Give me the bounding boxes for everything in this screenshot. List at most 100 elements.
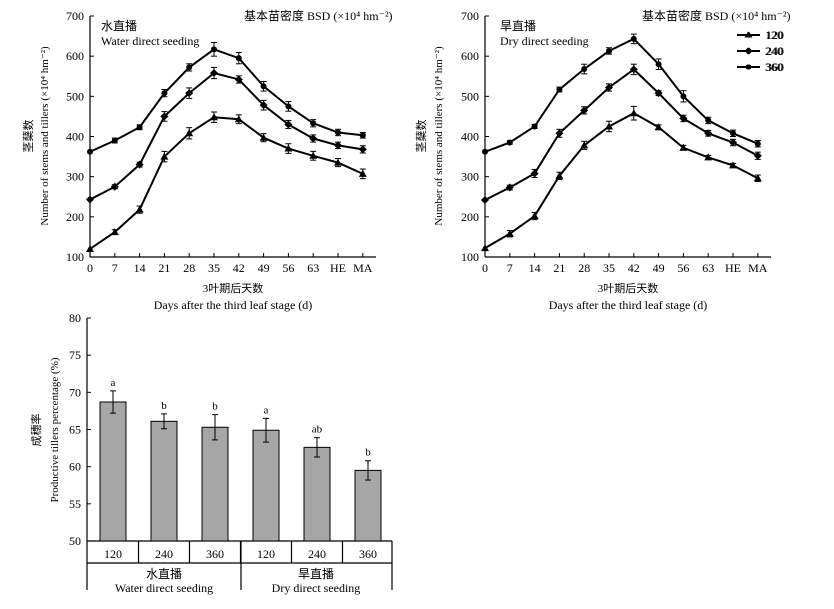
marker-circle <box>310 120 317 127</box>
marker-diamond <box>210 69 218 78</box>
marker-circle <box>680 93 687 100</box>
marker-triangle <box>530 212 539 220</box>
bar <box>201 426 229 542</box>
y-tick-label: 100 <box>66 250 84 264</box>
x-tick-label: HE <box>330 261 346 275</box>
legend-title: 基本苗密度 BSD (×10⁴ hm⁻²) <box>244 8 393 23</box>
legend-title: 基本苗密度 BSD (×10⁴ hm⁻²) <box>642 8 791 23</box>
marker-circle <box>482 148 488 155</box>
marker-triangle <box>284 144 293 152</box>
x-tick-label: 120 <box>257 547 275 561</box>
x-tick-label: 360 <box>206 547 224 561</box>
marker-triangle <box>605 122 613 130</box>
y-axis-label-cn: 成穗率 <box>29 414 43 447</box>
marker-circle <box>556 86 563 93</box>
marker-circle <box>285 103 292 110</box>
series-line-120 <box>484 112 759 250</box>
legend-label: 360 <box>766 60 784 74</box>
x-tick-label: 42 <box>233 261 245 275</box>
x-tick-label: 56 <box>677 261 689 275</box>
y-tick-label: 700 <box>66 9 84 23</box>
marker-diamond <box>160 112 169 121</box>
x-tick-label: 14 <box>529 261 541 275</box>
marker-triangle <box>309 151 318 159</box>
x-tick-label: MA <box>353 261 373 275</box>
marker-circle <box>235 55 242 62</box>
marker-circle <box>211 46 217 53</box>
legend-label: 360 <box>765 60 783 74</box>
x-tick-label: 28 <box>183 261 195 275</box>
marker-triangle <box>555 171 564 179</box>
group-label-en: Dry direct seeding <box>272 581 361 595</box>
y-tick-label: 500 <box>66 89 84 103</box>
marker-circle <box>754 140 761 147</box>
marker-circle <box>630 35 637 42</box>
bar <box>354 469 382 542</box>
marker-triangle <box>135 205 144 213</box>
y-tick-label: 65 <box>69 423 81 437</box>
y-tick-label: 700 <box>461 9 479 23</box>
x-axis-label: Days after the third leaf stage (d) <box>549 298 708 312</box>
series-line-240 <box>89 71 363 201</box>
marker-diamond <box>555 129 564 138</box>
x-tick-label: 240 <box>155 547 173 561</box>
x-tick-label: 28 <box>578 261 590 275</box>
x-tick-label: 49 <box>258 261 270 275</box>
x-tick-label: 0 <box>87 261 93 275</box>
series-line-120 <box>89 116 364 250</box>
marker-triangle <box>210 113 218 121</box>
marker-diamond <box>309 134 318 143</box>
marker-diamond <box>744 47 752 55</box>
bar <box>303 446 331 542</box>
marker-triangle <box>679 143 688 151</box>
y-axis-label: Productive tillers percentage (%) <box>49 357 61 502</box>
y-axis-label: Number of stems and tillers (×10⁴ hm⁻²) <box>39 46 51 226</box>
y-tick-label: 200 <box>66 210 84 224</box>
x-tick-label: 63 <box>702 261 714 275</box>
y-tick-label: 100 <box>461 250 479 264</box>
series-line-360 <box>89 48 363 153</box>
panel-label-en: Water direct seeding <box>101 34 199 48</box>
marker-circle <box>606 47 612 54</box>
group-label-cn: 旱直播 <box>298 567 334 581</box>
y-tick-label: 300 <box>461 170 479 184</box>
series-line-240 <box>484 68 759 201</box>
marker-diamond <box>334 141 342 150</box>
marker-circle <box>136 124 143 131</box>
y-tick-label: 80 <box>69 311 81 325</box>
series-line-360 <box>484 37 759 153</box>
marker-diamond <box>704 129 713 138</box>
y-tick-label: 400 <box>461 130 479 144</box>
significance-letter: a <box>264 404 269 416</box>
marker-triangle <box>729 161 737 169</box>
marker-triangle <box>185 129 194 137</box>
x-tick-label: 14 <box>134 261 146 275</box>
x-axis-label-cn: 3叶期后天数 <box>203 282 264 295</box>
x-tick-label: 56 <box>282 261 294 275</box>
x-axis-label: Days after the third leaf stage (d) <box>154 298 313 312</box>
x-axis-label-cn: 3叶期后天数 <box>598 282 659 295</box>
marker-diamond <box>135 160 144 169</box>
marker-circle <box>531 123 538 130</box>
x-tick-label: 21 <box>553 261 565 275</box>
marker-triangle <box>86 244 94 252</box>
panel-label-en: Dry direct seeding <box>500 34 589 48</box>
x-tick-label: 42 <box>628 261 640 275</box>
marker-diamond <box>629 65 638 74</box>
bar <box>99 401 127 542</box>
group-label-cn: 水直播 <box>146 567 182 581</box>
x-tick-label: 240 <box>308 547 326 561</box>
x-tick-label: MA <box>748 261 768 275</box>
y-tick-label: 600 <box>66 49 84 63</box>
marker-diamond <box>530 169 539 178</box>
significance-letter: a <box>111 377 116 389</box>
panel-label-cn: 水直播 <box>101 19 137 33</box>
marker-circle <box>161 90 168 97</box>
marker-diamond <box>358 145 367 154</box>
marker-triangle <box>704 153 713 161</box>
x-tick-label: 49 <box>653 261 665 275</box>
marker-circle <box>705 117 712 124</box>
marker-diamond <box>185 89 194 98</box>
y-tick-label: 70 <box>69 385 81 399</box>
